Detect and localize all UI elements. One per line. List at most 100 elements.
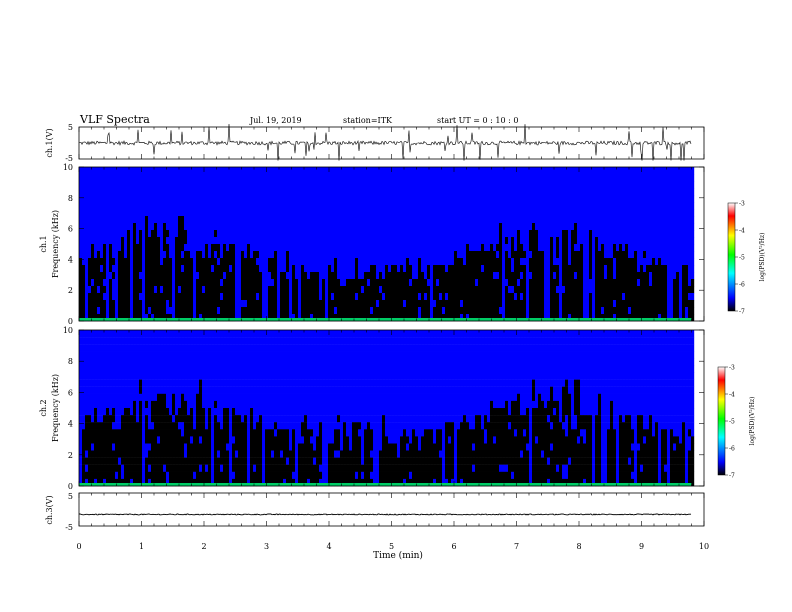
spectrogram-cell <box>310 244 314 252</box>
spectrogram-cell <box>676 286 680 294</box>
spectrogram-cell <box>193 195 197 203</box>
spectrogram-cell <box>211 188 215 196</box>
spectrogram-cell <box>685 258 689 266</box>
spectrogram-cell <box>205 188 209 196</box>
spectrogram-cell <box>679 251 683 259</box>
spectrogram-cell <box>283 265 287 273</box>
spectrogram-cell <box>685 230 689 238</box>
spectrogram-cell <box>184 216 188 224</box>
spectrogram-cell <box>139 286 143 294</box>
spectrogram-cell <box>583 272 587 280</box>
spectrogram-cell <box>271 209 275 217</box>
spectrogram-cell <box>445 307 449 315</box>
spectrogram-cell <box>100 251 104 259</box>
spectrogram-cell <box>586 167 590 175</box>
spectrogram-cell <box>535 181 539 189</box>
spectrogram-cell <box>124 237 128 245</box>
spectrogram-cell <box>298 307 302 315</box>
spectrogram-cell <box>652 195 656 203</box>
spectrogram-cell <box>415 181 419 189</box>
spectrogram-cell <box>382 167 386 175</box>
spectrogram-cell <box>175 202 179 210</box>
spectrogram-cell <box>157 258 161 266</box>
spectrogram-cell <box>151 286 155 294</box>
spectrogram-cell <box>103 272 107 280</box>
spectrogram-cell <box>130 258 134 266</box>
spectrogram-cell <box>82 300 86 308</box>
spectrogram-cell <box>250 237 254 245</box>
spectrogram-cell <box>652 216 656 224</box>
spectrogram-cell <box>190 195 194 203</box>
spectrogram-cell <box>565 174 569 182</box>
spectrogram-cell <box>628 286 632 294</box>
spectrogram-cell <box>253 195 257 203</box>
spectrogram-cell <box>412 286 416 294</box>
spectrogram-cell <box>475 244 479 252</box>
spectrogram-cell <box>328 223 332 231</box>
spectrogram-cell <box>436 181 440 189</box>
spectrogram-cell <box>103 457 107 465</box>
spectrogram-cell <box>88 344 92 352</box>
spectrogram-cell <box>271 251 275 259</box>
spectrogram-cell <box>610 195 614 203</box>
spectrogram-cell <box>436 251 440 259</box>
spectrogram-cell <box>85 300 89 308</box>
spectrogram-cell <box>166 244 170 252</box>
spectrogram-cell <box>604 307 608 315</box>
spectrogram-cell <box>391 314 395 322</box>
spectrogram-cell <box>436 293 440 301</box>
spectrogram-cell <box>475 195 479 203</box>
spectrogram-cell <box>484 251 488 259</box>
spectrogram-cell <box>376 244 380 252</box>
spectrogram-cell <box>175 286 179 294</box>
spectrogram-cell <box>646 195 650 203</box>
spectrogram-cell <box>202 167 206 175</box>
spectrogram-cell <box>304 300 308 308</box>
spectrogram-cell <box>472 216 476 224</box>
spectrogram-cell <box>310 237 314 245</box>
spectrogram-cell <box>685 279 689 287</box>
spectrogram-cell <box>523 223 527 231</box>
spectrogram-cell <box>502 181 506 189</box>
spectrogram-cell <box>385 279 389 287</box>
spectrogram-cell <box>514 237 518 245</box>
spectrogram-cell <box>187 195 191 203</box>
spectrogram-cell <box>526 307 530 315</box>
spectrogram-cell <box>634 307 638 315</box>
spectrogram-cell <box>430 286 434 294</box>
spectrogram-cell <box>577 272 581 280</box>
spectrogram-cell <box>661 174 665 182</box>
spectrogram-cell <box>343 202 347 210</box>
spectrogram-cell <box>601 251 605 259</box>
spectrogram-cell <box>646 230 650 238</box>
spectrogram-cell <box>325 265 329 273</box>
spectrogram-cell <box>136 188 140 196</box>
spectrogram-cell <box>277 244 281 252</box>
spectrogram-cell <box>352 188 356 196</box>
spectrogram-cell <box>679 279 683 287</box>
spectrogram-cell <box>97 167 101 175</box>
spectrogram-cell <box>673 181 677 189</box>
spectrogram-cell <box>430 223 434 231</box>
spectrogram-cell <box>598 216 602 224</box>
spectrogram-cell <box>391 202 395 210</box>
spectrogram-cell <box>349 300 353 308</box>
spectrogram-cell <box>661 209 665 217</box>
spectrogram-cell <box>187 272 191 280</box>
spectrogram-cell <box>688 272 692 280</box>
spectrogram-cell <box>577 293 581 301</box>
spectrogram-cell <box>544 174 548 182</box>
spectrogram-cell <box>85 272 89 280</box>
spectrogram-cell <box>418 237 422 245</box>
spectrogram-cell <box>418 293 422 301</box>
spectrogram-cell <box>526 209 530 217</box>
spectrogram-cell <box>331 258 335 266</box>
spectrogram-cell <box>379 300 383 308</box>
spectrogram-cell <box>565 216 569 224</box>
spectrogram-cell <box>403 174 407 182</box>
spectrogram-cell <box>268 314 272 322</box>
spectrogram-cell <box>217 202 221 210</box>
spectrogram-cell <box>277 237 281 245</box>
spectrogram-cell <box>523 244 527 252</box>
spectrogram-cell <box>586 181 590 189</box>
